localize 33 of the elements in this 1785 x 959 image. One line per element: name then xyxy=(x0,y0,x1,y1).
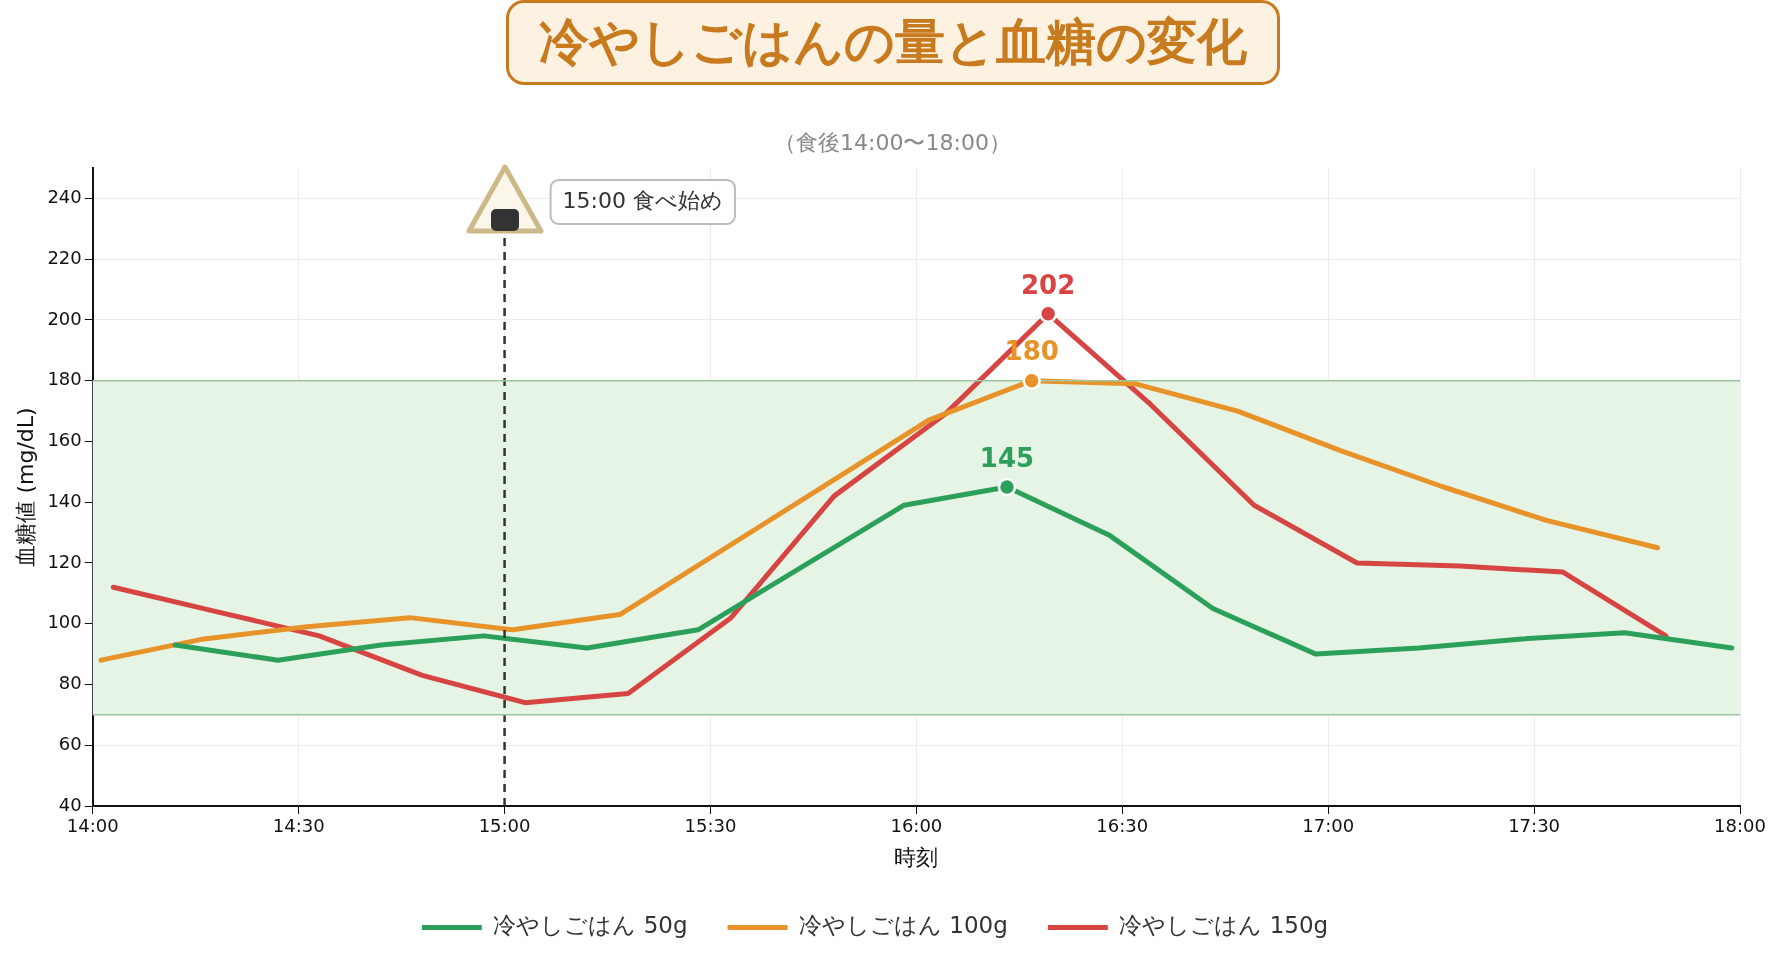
x-tick-label: 18:00 xyxy=(1714,815,1766,837)
x-tick-label: 17:30 xyxy=(1508,815,1561,837)
y-tick-label: 60 xyxy=(58,732,82,754)
x-tick-label: 14:30 xyxy=(272,815,325,837)
legend-label: 冷やしごはん 150g xyxy=(1119,912,1329,939)
y-tick-label: 120 xyxy=(47,550,82,572)
x-tick-label: 14:00 xyxy=(66,815,119,837)
x-tick-label: 16:30 xyxy=(1096,815,1149,837)
x-tick-label: 16:00 xyxy=(890,815,943,837)
y-tick-label: 180 xyxy=(47,368,82,390)
y-tick-label: 200 xyxy=(47,307,82,329)
legend-label: 冷やしごはん 50g xyxy=(493,912,688,939)
data-label: 202 xyxy=(1021,269,1076,300)
y-tick-label: 240 xyxy=(47,186,82,208)
chart-subtitle: （食後14:00〜18:00） xyxy=(773,129,1012,157)
point xyxy=(997,477,1017,497)
chart-title: 冷やしごはんの量と血糖の変化 xyxy=(505,0,1280,85)
legend-label: 冷やしごはん 100g xyxy=(799,912,1008,939)
y-axis-title: 血糖値 (mg/dL) xyxy=(12,407,38,567)
point xyxy=(1038,304,1058,324)
y-tick-label: 160 xyxy=(47,429,82,451)
x-tick-label: 15:30 xyxy=(684,815,737,837)
y-tick-label: 140 xyxy=(47,489,82,511)
y-tick-label: 40 xyxy=(58,793,82,815)
data-label: 145 xyxy=(979,442,1035,473)
x-axis-title: 時刻 xyxy=(894,844,939,870)
y-tick-label: 80 xyxy=(58,672,82,694)
ref-line-label: 15:00 食べ始め xyxy=(562,187,723,213)
x-tick-label: 15:00 xyxy=(478,815,531,837)
y-tick-label: 100 xyxy=(47,611,82,633)
data-label: 180 xyxy=(1004,336,1059,367)
x-tick-label: 17:00 xyxy=(1302,815,1355,837)
y-tick-label: 220 xyxy=(47,246,82,268)
